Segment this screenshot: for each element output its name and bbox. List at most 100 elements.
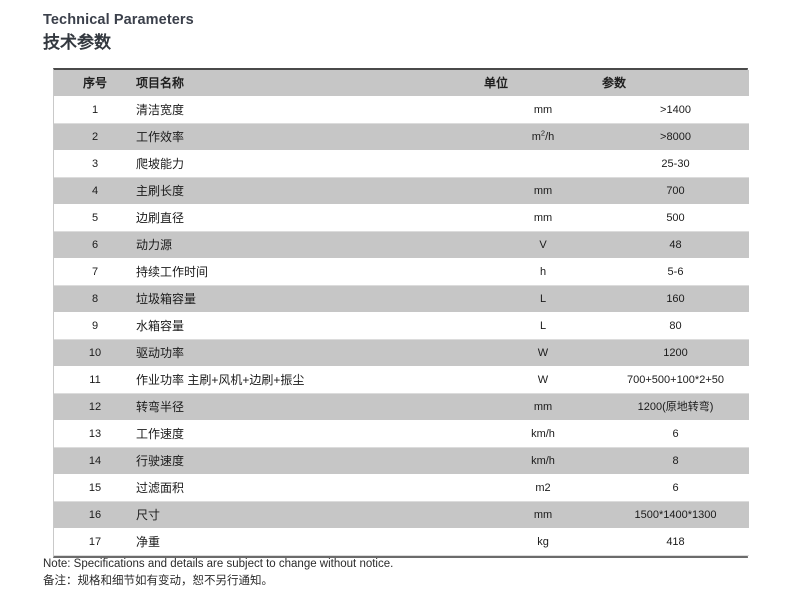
cell-item-name: 净重 [136,528,484,556]
cell-item-name: 水箱容量 [136,312,484,340]
table-row: 7 持续工作时间 h 5-6 [54,258,749,286]
table-row: 16 尺寸 mm 1500*1400*1300 [54,501,749,529]
cell-parameter-value: 48 [602,231,749,259]
cell-item-name: 清洁宽度 [136,96,484,124]
cell-parameter-value: 160 [602,285,749,313]
cell-parameter-value: 418 [602,528,749,556]
table-row: 1 清洁宽度 mm >1400 [54,96,749,124]
cell-item-name: 工作效率 [136,123,484,151]
cell-row-number: 3 [54,150,136,178]
cell-item-name: 垃圾箱容量 [136,285,484,313]
cell-unit: W [484,366,602,394]
cell-parameter-value: >1400 [602,96,749,124]
table-row: 17 净重 kg 418 [54,528,749,556]
column-header-unit: 单位 [484,70,602,97]
cell-unit: W [484,339,602,367]
cell-row-number: 15 [54,474,136,502]
column-header-param: 参数 [602,70,749,97]
cell-item-name: 爬坡能力 [136,150,484,178]
cell-unit: V [484,231,602,259]
cell-parameter-value: 80 [602,312,749,340]
table-row: 4 主刷长度 mm 700 [54,177,749,205]
cell-row-number: 2 [54,123,136,151]
table-row: 15 过滤面积 m2 6 [54,474,749,502]
table-row: 8 垃圾箱容量 L 160 [54,285,749,313]
cell-row-number: 7 [54,258,136,286]
cell-row-number: 9 [54,312,136,340]
cell-parameter-value: 6 [602,474,749,502]
column-header-item: 项目名称 [136,70,484,97]
table-row: 13 工作速度 km/h 6 [54,420,749,448]
table-row: 11 作业功率 主刷+风机+边刷+振尘 W 700+500+100*2+50 [54,366,749,394]
page-title-english: Technical Parameters [43,12,194,28]
spec-table-body: 1 清洁宽度 mm >1400 2 工作效率 m2/h >8000 3 爬坡能力 25-30 4 主刷长… [54,96,749,556]
page-title-block: Technical Parameters 技术参数 [43,10,194,55]
cell-unit: km/h [484,447,602,475]
cell-row-number: 1 [54,96,136,124]
cell-item-name: 转弯半径 [136,393,484,421]
cell-unit: mm [484,96,602,124]
cell-row-number: 16 [54,501,136,529]
cell-unit [484,150,602,178]
page-title-chinese: 技术参数 [43,33,111,52]
cell-parameter-value: 25-30 [602,150,749,178]
spec-table-head: 序号 项目名称 单位 参数 [54,70,749,97]
column-header-no: 序号 [54,70,136,97]
cell-unit: mm [484,204,602,232]
unit-tail: /h [545,131,555,143]
cell-parameter-value: 700 [602,177,749,205]
table-header-row: 序号 项目名称 单位 参数 [54,70,749,97]
cell-parameter-value: 5-6 [602,258,749,286]
cell-parameter-value: 6 [602,420,749,448]
unit-base: m [531,131,541,143]
cell-item-name: 作业功率 主刷+风机+边刷+振尘 [136,366,484,394]
cell-parameter-value: 700+500+100*2+50 [602,366,749,394]
cell-row-number: 5 [54,204,136,232]
cell-parameter-value: 1200(原地转弯) [602,393,749,421]
table-row: 9 水箱容量 L 80 [54,312,749,340]
cell-item-name: 边刷直径 [136,204,484,232]
cell-item-name: 持续工作时间 [136,258,484,286]
cell-row-number: 11 [54,366,136,394]
footer-note-chinese: 备注：规格和细节如有变动，恕不另行通知。 [43,575,273,587]
cell-item-name: 行驶速度 [136,447,484,475]
cell-parameter-value: 8 [602,447,749,475]
table-row: 10 驱动功率 W 1200 [54,339,749,367]
spec-table: 序号 项目名称 单位 参数 1 清洁宽度 mm >1400 2 工作效率 m2/h >8000… [54,70,749,556]
cell-unit: m2 [484,474,602,502]
cell-item-name: 主刷长度 [136,177,484,205]
cell-row-number: 4 [54,177,136,205]
cell-unit: km/h [484,420,602,448]
cell-row-number: 13 [54,420,136,448]
cell-unit: m2/h [484,123,602,151]
cell-item-name: 过滤面积 [136,474,484,502]
cell-item-name: 驱动功率 [136,339,484,367]
cell-item-name: 尺寸 [136,501,484,529]
footer-note-english: Note: Specifications and details are sub… [43,558,394,570]
table-row: 3 爬坡能力 25-30 [54,150,749,178]
footer-note: Note: Specifications and details are sub… [43,556,393,590]
cell-row-number: 8 [54,285,136,313]
cell-parameter-value: >8000 [602,123,749,151]
cell-row-number: 10 [54,339,136,367]
table-row: 14 行驶速度 km/h 8 [54,447,749,475]
cell-row-number: 12 [54,393,136,421]
unit-superscript: 2 [540,128,546,138]
table-row: 12 转弯半径 mm 1200(原地转弯) [54,393,749,421]
cell-item-name: 动力源 [136,231,484,259]
cell-parameter-value: 1200 [602,339,749,367]
cell-row-number: 17 [54,528,136,556]
table-row: 5 边刷直径 mm 500 [54,204,749,232]
cell-unit: L [484,285,602,313]
cell-row-number: 14 [54,447,136,475]
cell-item-name: 工作速度 [136,420,484,448]
cell-parameter-value: 1500*1400*1300 [602,501,749,529]
cell-row-number: 6 [54,231,136,259]
cell-parameter-value: 500 [602,204,749,232]
cell-unit: h [484,258,602,286]
cell-unit: mm [484,393,602,421]
cell-unit: mm [484,177,602,205]
cell-unit: mm [484,501,602,529]
table-row: 2 工作效率 m2/h >8000 [54,123,749,151]
cell-unit: L [484,312,602,340]
